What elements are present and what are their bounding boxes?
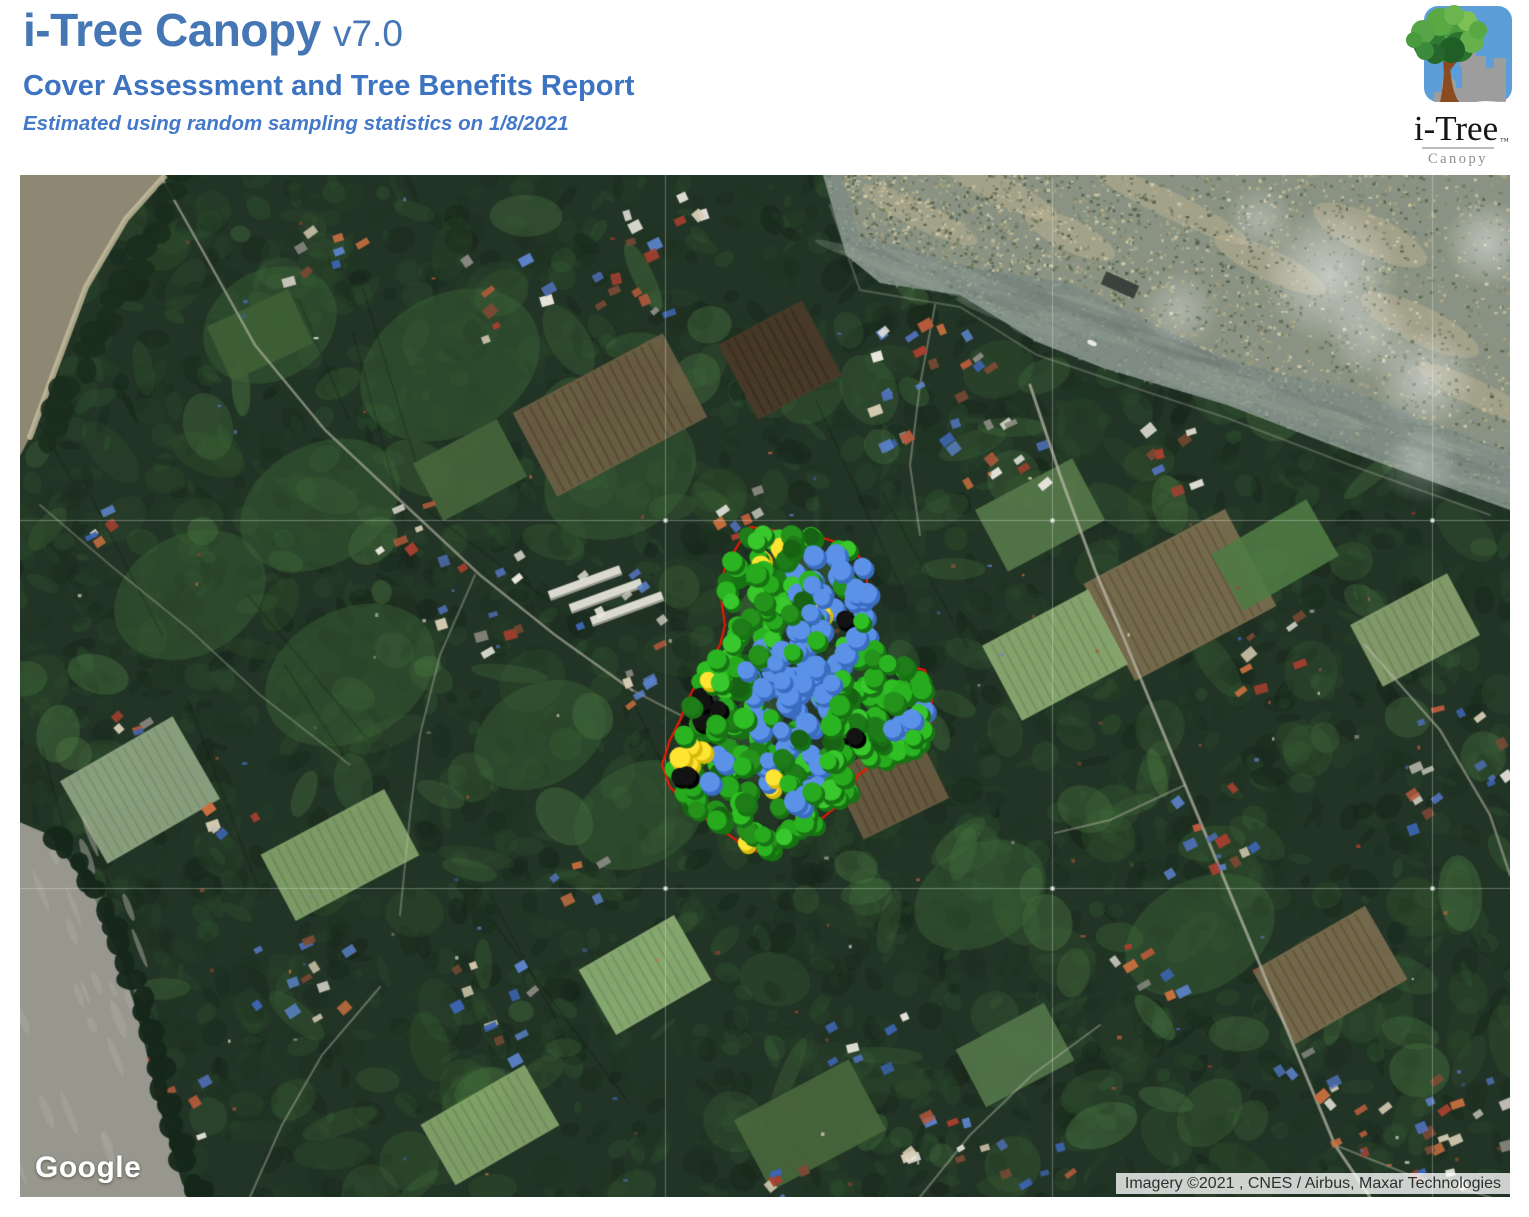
- report-header: i-Tree Canopy v7.0 Cover Assessment and …: [23, 4, 634, 136]
- page-title: i-Tree Canopy v7.0: [23, 4, 634, 57]
- logo-tree-icon: [1406, 5, 1487, 102]
- report-method-note: Estimated using random sampling statisti…: [23, 111, 569, 135]
- satellite-canvas: [20, 175, 1510, 1197]
- app-title: i-Tree Canopy: [23, 4, 321, 56]
- logo-wave: [1420, 100, 1514, 118]
- google-watermark: Google: [35, 1151, 142, 1184]
- map-attribution: Imagery ©2021 , CNES / Airbus, Maxar Tec…: [1115, 1173, 1510, 1194]
- itree-logo-graphic: i-Tree ™ Canopy: [1406, 5, 1514, 167]
- logo-product-text: Canopy: [1428, 151, 1488, 167]
- logo-trademark: ™: [1500, 136, 1509, 146]
- report-subtitle: Cover Assessment and Tree Benefits Repor…: [23, 69, 635, 102]
- app-version: v7.0: [332, 13, 403, 54]
- itree-logo: i-Tree ™ Canopy: [1396, 4, 1518, 168]
- map-viewport: Google Imagery ©2021 , CNES / Airbus, Ma…: [20, 175, 1510, 1197]
- logo-brand-text: i-Tree: [1414, 109, 1498, 148]
